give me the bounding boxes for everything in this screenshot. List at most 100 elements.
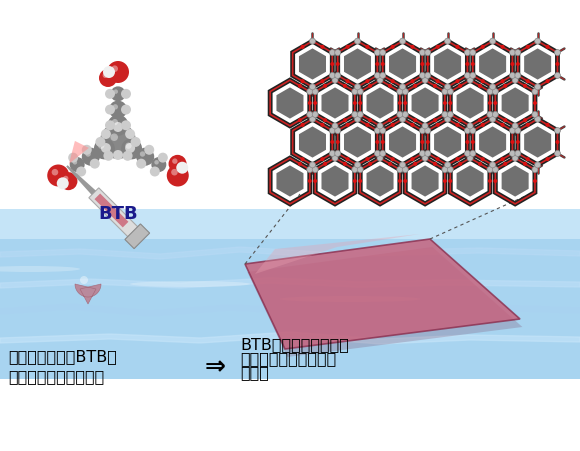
Circle shape [425, 51, 431, 56]
Circle shape [72, 161, 77, 165]
Circle shape [380, 151, 386, 157]
Polygon shape [524, 49, 551, 80]
Circle shape [112, 120, 118, 126]
Circle shape [111, 87, 125, 102]
Circle shape [488, 179, 492, 184]
Text: を形成: を形成 [240, 365, 269, 380]
Circle shape [310, 39, 316, 45]
Circle shape [111, 66, 118, 73]
Circle shape [346, 46, 350, 50]
Circle shape [554, 128, 560, 134]
Circle shape [368, 162, 372, 166]
Circle shape [377, 78, 383, 84]
Circle shape [419, 51, 425, 56]
Circle shape [413, 162, 417, 166]
Circle shape [329, 51, 335, 56]
Circle shape [433, 85, 437, 89]
Circle shape [52, 170, 58, 176]
Circle shape [335, 51, 340, 56]
Circle shape [447, 112, 454, 118]
Polygon shape [502, 166, 528, 197]
Circle shape [365, 46, 369, 50]
Circle shape [101, 130, 111, 140]
Circle shape [398, 102, 402, 106]
Circle shape [354, 85, 361, 91]
Circle shape [523, 85, 527, 89]
Circle shape [458, 85, 462, 89]
Circle shape [150, 167, 160, 177]
Circle shape [445, 162, 451, 169]
Circle shape [101, 144, 111, 154]
Circle shape [343, 119, 347, 123]
Circle shape [535, 85, 541, 91]
Circle shape [154, 161, 159, 165]
Circle shape [300, 80, 304, 84]
Circle shape [411, 46, 415, 50]
Circle shape [465, 63, 469, 67]
Circle shape [107, 115, 129, 137]
Circle shape [336, 141, 340, 145]
Circle shape [494, 179, 497, 184]
Circle shape [103, 67, 115, 79]
Circle shape [106, 129, 130, 154]
Circle shape [554, 151, 560, 157]
Circle shape [125, 130, 135, 140]
Circle shape [343, 85, 347, 89]
Circle shape [455, 124, 459, 128]
Circle shape [419, 73, 425, 79]
Circle shape [490, 85, 496, 91]
Circle shape [151, 158, 166, 173]
Circle shape [445, 85, 451, 91]
Polygon shape [277, 88, 303, 120]
Circle shape [509, 51, 516, 56]
Polygon shape [344, 127, 371, 158]
Ellipse shape [280, 296, 420, 302]
Circle shape [492, 112, 498, 118]
Circle shape [501, 124, 505, 128]
Circle shape [470, 73, 476, 79]
Circle shape [121, 121, 131, 131]
Circle shape [413, 85, 417, 89]
Circle shape [353, 102, 357, 106]
Circle shape [425, 73, 431, 79]
Circle shape [130, 138, 140, 147]
Circle shape [458, 119, 462, 123]
Circle shape [103, 74, 108, 79]
Circle shape [308, 179, 312, 184]
Circle shape [488, 102, 492, 106]
Text: BTB: BTB [98, 205, 138, 222]
Circle shape [554, 73, 560, 79]
Circle shape [501, 46, 505, 50]
Circle shape [400, 162, 405, 169]
Circle shape [85, 152, 91, 157]
Circle shape [413, 119, 417, 123]
Circle shape [388, 119, 392, 123]
Circle shape [494, 102, 497, 106]
Polygon shape [245, 239, 520, 349]
Polygon shape [66, 166, 96, 195]
Circle shape [335, 151, 340, 157]
Circle shape [332, 78, 338, 84]
Circle shape [298, 162, 302, 166]
Circle shape [330, 63, 334, 67]
Polygon shape [321, 88, 349, 120]
Bar [0, 210, 580, 379]
Circle shape [122, 152, 133, 161]
Circle shape [374, 128, 380, 134]
Circle shape [443, 102, 447, 106]
Circle shape [425, 128, 431, 134]
Circle shape [310, 117, 316, 123]
Circle shape [103, 152, 114, 161]
Bar [0, 210, 580, 239]
Circle shape [172, 159, 177, 165]
Circle shape [368, 119, 372, 123]
Circle shape [515, 51, 521, 56]
Circle shape [300, 158, 304, 162]
Circle shape [400, 39, 405, 45]
Circle shape [419, 151, 425, 157]
Circle shape [110, 134, 118, 142]
Circle shape [320, 46, 324, 50]
Circle shape [313, 102, 317, 106]
Circle shape [512, 78, 518, 84]
Circle shape [307, 167, 313, 173]
